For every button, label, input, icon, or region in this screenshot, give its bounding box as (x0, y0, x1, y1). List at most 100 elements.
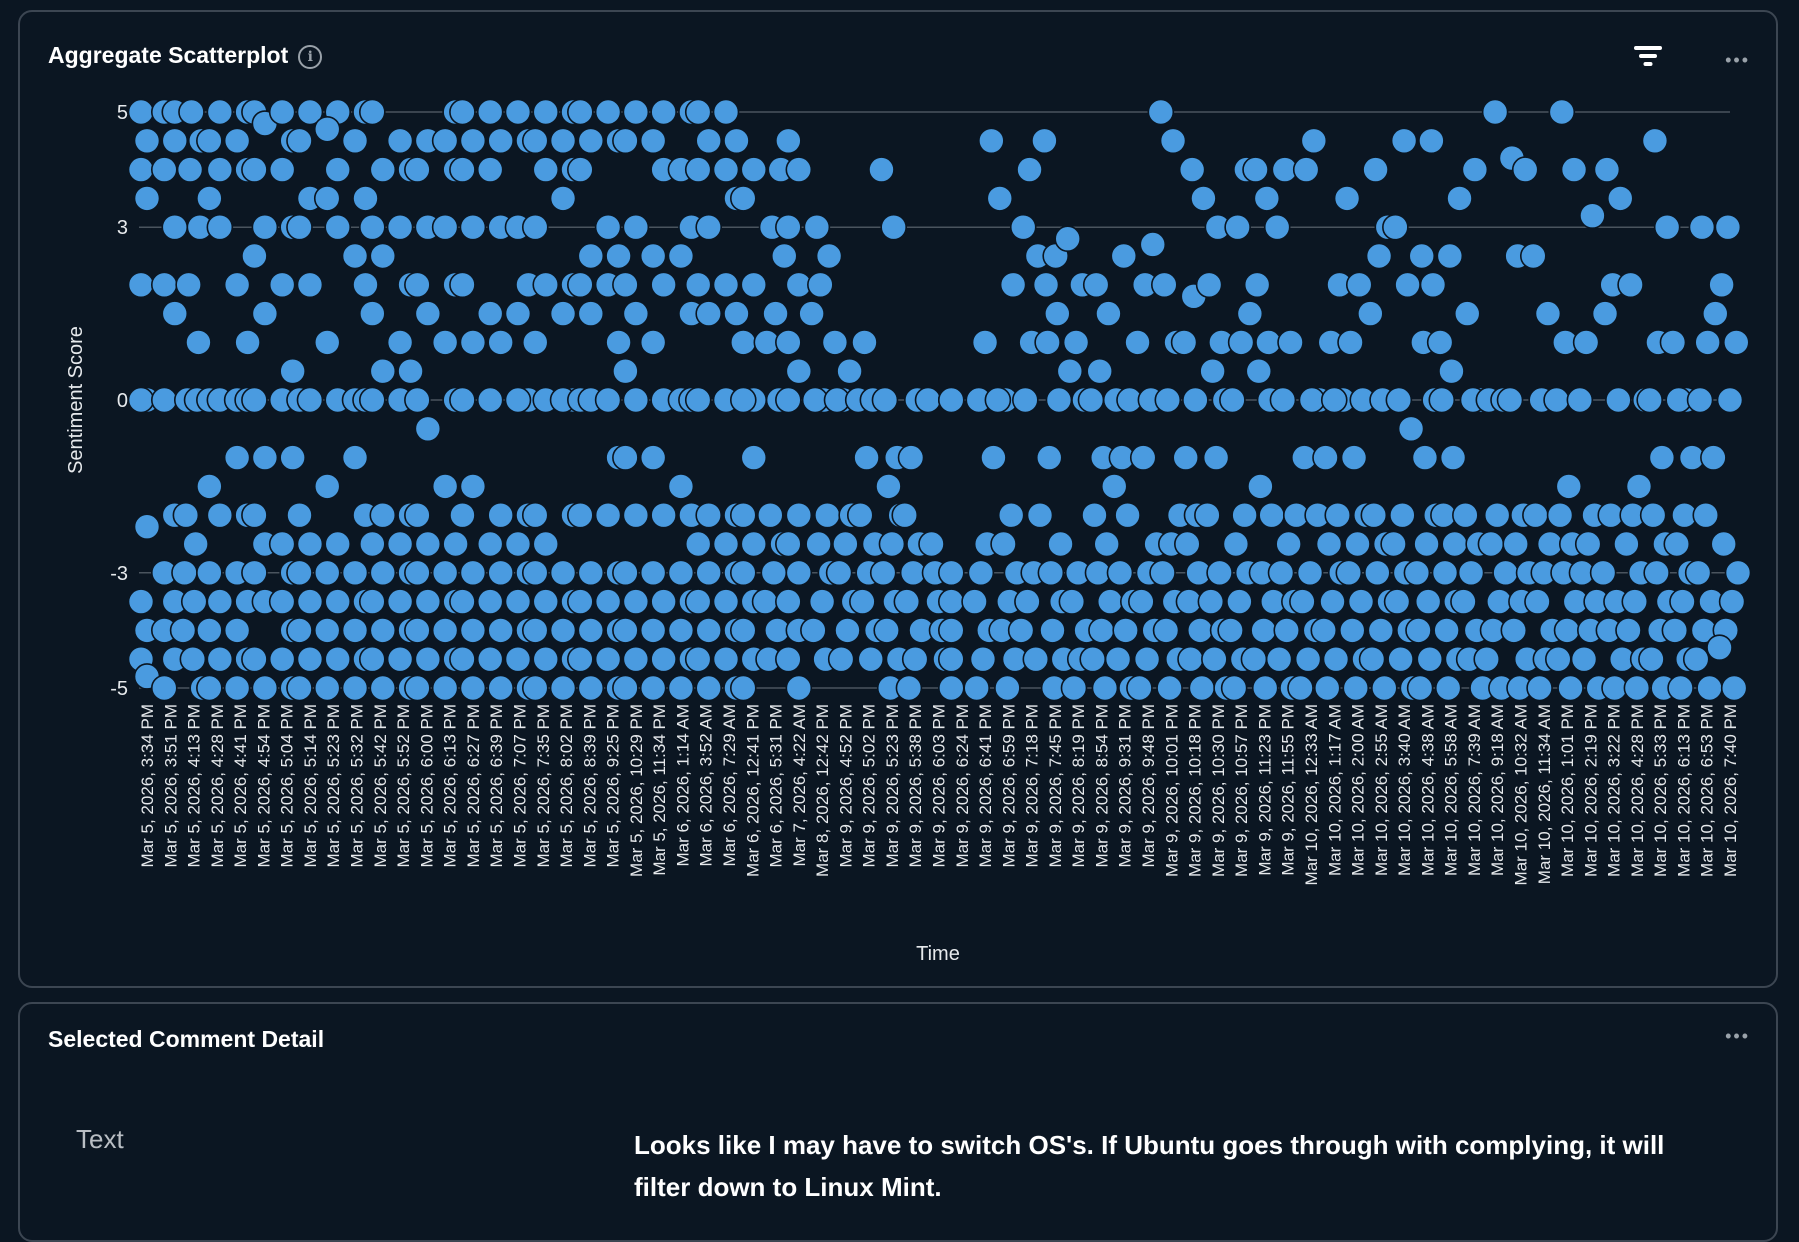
data-point[interactable] (449, 156, 476, 183)
data-point[interactable] (639, 444, 667, 471)
data-point[interactable] (938, 674, 965, 702)
data-point[interactable] (1387, 645, 1414, 673)
data-point[interactable] (650, 271, 677, 299)
data-point[interactable] (1714, 213, 1742, 241)
data-point[interactable] (712, 530, 740, 558)
data-point[interactable] (175, 271, 202, 299)
data-point[interactable] (1088, 617, 1115, 644)
data-point[interactable] (1156, 674, 1183, 702)
data-point[interactable] (449, 386, 476, 414)
data-point[interactable] (740, 530, 768, 558)
data-point[interactable] (196, 674, 223, 702)
data-point[interactable] (684, 156, 712, 183)
data-point[interactable] (1240, 645, 1268, 673)
data-point[interactable] (594, 386, 622, 414)
data-point[interactable] (740, 444, 768, 471)
data-point[interactable] (1477, 530, 1505, 558)
data-point[interactable] (1062, 329, 1090, 356)
data-point[interactable] (127, 271, 155, 299)
data-point[interactable] (622, 98, 650, 126)
data-point[interactable] (695, 501, 722, 529)
data-point[interactable] (1358, 645, 1386, 673)
data-point[interactable] (1338, 617, 1366, 644)
data-point[interactable] (127, 98, 155, 126)
data-point[interactable] (740, 156, 768, 183)
data-point[interactable] (1669, 588, 1696, 615)
data-point[interactable] (1267, 559, 1295, 587)
data-point[interactable] (1093, 530, 1120, 558)
data-point[interactable] (1287, 674, 1314, 702)
data-point[interactable] (825, 559, 853, 587)
data-point[interactable] (442, 530, 469, 558)
data-point[interactable] (723, 127, 750, 155)
data-point[interactable] (1159, 127, 1187, 155)
data-point[interactable] (1251, 674, 1279, 702)
data-point[interactable] (1247, 473, 1274, 500)
data-point[interactable] (196, 127, 223, 155)
data-point[interactable] (1461, 156, 1489, 183)
data-point[interactable] (567, 588, 594, 615)
data-point[interactable] (1574, 530, 1602, 558)
more-options-icon[interactable]: ••• (1725, 1026, 1750, 1046)
data-point[interactable] (1047, 530, 1074, 558)
data-point[interactable] (206, 588, 234, 615)
data-point[interactable] (279, 357, 306, 385)
data-point[interactable] (369, 156, 397, 183)
data-point[interactable] (1438, 357, 1465, 385)
data-point[interactable] (1242, 156, 1269, 183)
data-point[interactable] (594, 501, 622, 529)
data-point[interactable] (1202, 444, 1230, 471)
data-point[interactable] (1128, 588, 1155, 615)
data-point[interactable] (196, 185, 223, 212)
data-point[interactable] (487, 501, 514, 529)
data-point[interactable] (1100, 473, 1128, 500)
data-point[interactable] (1206, 559, 1233, 587)
data-point[interactable] (567, 501, 594, 529)
data-point[interactable] (612, 357, 639, 385)
data-point[interactable] (369, 559, 397, 587)
data-point[interactable] (1390, 127, 1418, 155)
data-point[interactable] (639, 617, 667, 644)
data-point[interactable] (241, 645, 268, 673)
data-point[interactable] (1110, 242, 1138, 270)
data-point[interactable] (1692, 501, 1720, 529)
data-point[interactable] (1224, 213, 1251, 241)
data-point[interactable] (386, 530, 414, 558)
data-point[interactable] (1112, 617, 1139, 644)
data-point[interactable] (868, 156, 895, 183)
data-point[interactable] (775, 329, 802, 356)
data-point[interactable] (1441, 530, 1468, 558)
data-point[interactable] (1708, 271, 1735, 299)
data-point[interactable] (712, 645, 740, 673)
data-point[interactable] (150, 156, 178, 183)
data-point[interactable] (1453, 300, 1481, 327)
data-point[interactable] (1405, 617, 1432, 644)
data-point[interactable] (1226, 588, 1253, 615)
data-point[interactable] (352, 271, 379, 299)
data-point[interactable] (241, 386, 268, 414)
data-point[interactable] (341, 674, 369, 702)
data-point[interactable] (667, 473, 695, 500)
data-point[interactable] (1147, 98, 1175, 126)
data-point[interactable] (994, 674, 1021, 702)
data-point[interactable] (1636, 386, 1663, 414)
data-point[interactable] (1273, 617, 1301, 644)
data-point[interactable] (127, 588, 155, 615)
data-point[interactable] (313, 559, 341, 587)
data-point[interactable] (729, 185, 757, 212)
data-point[interactable] (1566, 386, 1594, 414)
data-point[interactable] (1289, 588, 1316, 615)
data-point[interactable] (1724, 559, 1752, 587)
data-point[interactable] (1446, 185, 1473, 212)
data-point[interactable] (650, 588, 677, 615)
data-point[interactable] (695, 617, 722, 644)
data-point[interactable] (1686, 386, 1714, 414)
data-point[interactable] (800, 617, 827, 644)
data-point[interactable] (695, 213, 722, 241)
data-point[interactable] (532, 530, 560, 558)
data-point[interactable] (1344, 530, 1371, 558)
data-point[interactable] (549, 617, 577, 644)
data-point[interactable] (404, 271, 431, 299)
data-point[interactable] (1139, 231, 1167, 258)
data-point[interactable] (684, 98, 712, 126)
